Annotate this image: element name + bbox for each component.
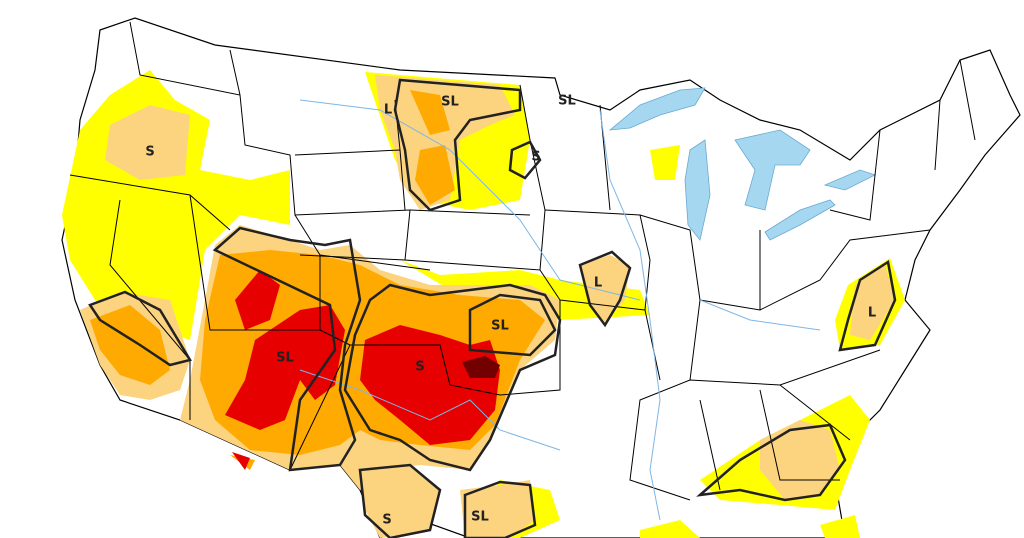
impact-labels: S SL L SL S SL S SL L L S SL bbox=[145, 94, 876, 528]
impact-label: L bbox=[594, 276, 602, 291]
impact-label: S bbox=[382, 513, 391, 528]
impact-label: SL bbox=[558, 94, 576, 109]
great-lakes bbox=[608, 87, 877, 241]
drought-d4 bbox=[462, 356, 500, 378]
impact-label: S bbox=[531, 150, 540, 165]
impact-outlines bbox=[88, 78, 897, 538]
impact-label: L bbox=[384, 103, 392, 118]
impact-label: SL bbox=[491, 319, 509, 334]
impact-label: S bbox=[145, 145, 154, 160]
impact-label: SL bbox=[276, 351, 294, 366]
drought-d3 bbox=[225, 270, 500, 470]
impact-label: SL bbox=[471, 510, 489, 525]
impact-label: S bbox=[415, 360, 424, 375]
impact-label: L bbox=[868, 306, 876, 321]
rivers bbox=[299, 99, 821, 521]
impact-label: SL bbox=[441, 95, 459, 110]
